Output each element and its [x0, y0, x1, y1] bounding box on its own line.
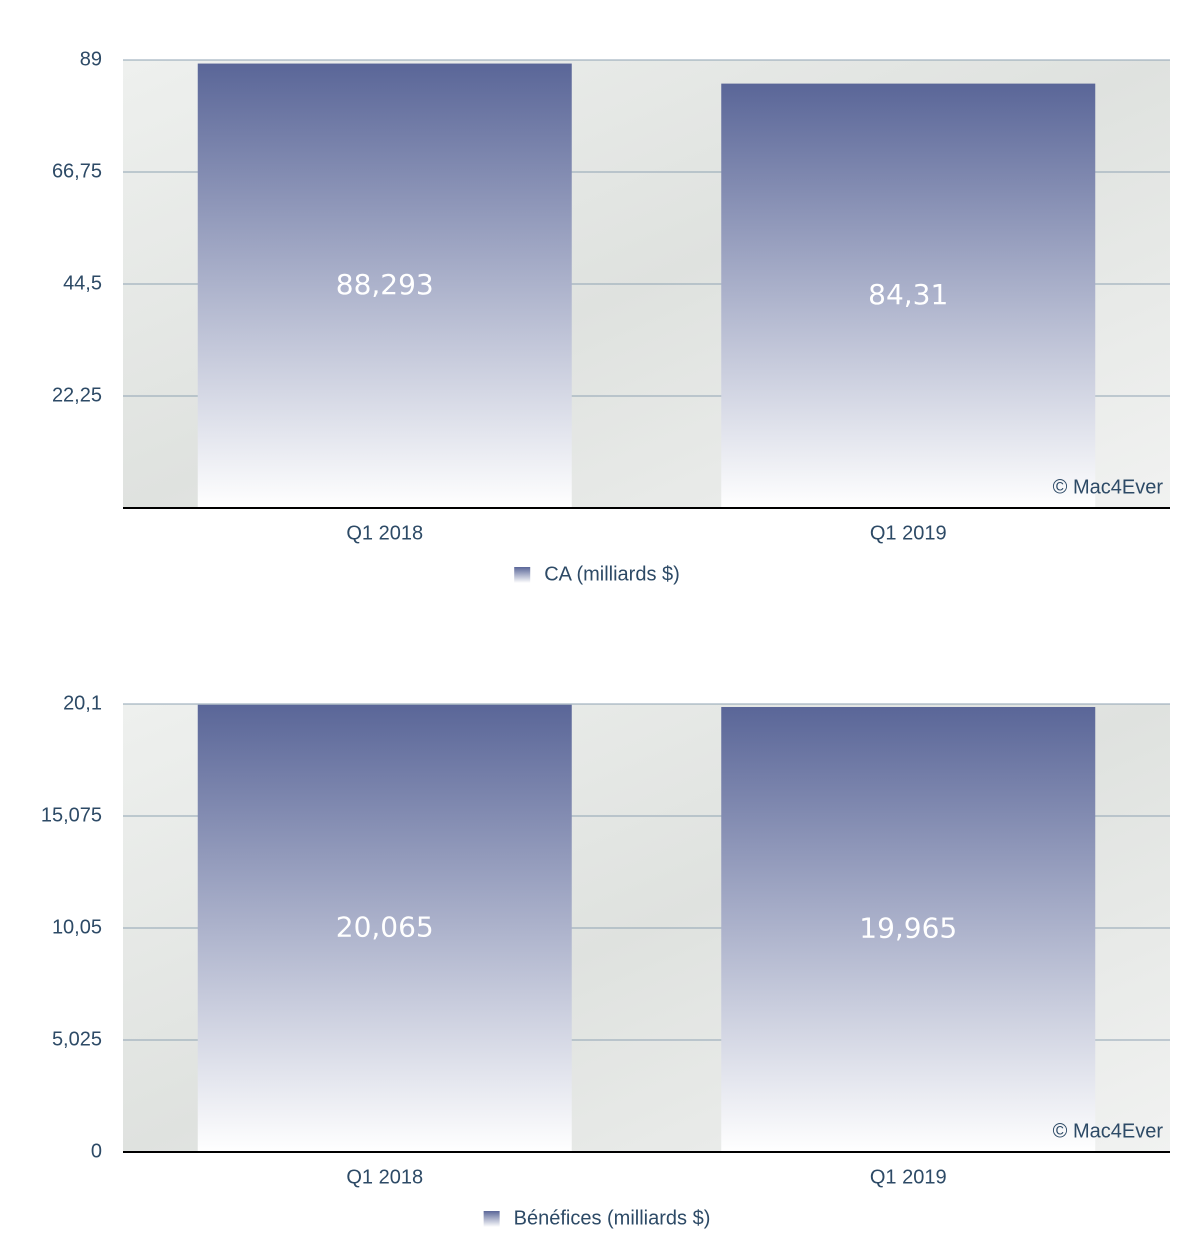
x-tick-label: Q1 2018: [346, 1166, 423, 1188]
legend-swatch: [514, 567, 531, 583]
y-tick-label: 22,25: [52, 384, 102, 406]
x-tick-label: Q1 2019: [870, 522, 947, 544]
y-tick-label: 66,75: [52, 160, 102, 182]
x-tick-label: Q1 2019: [870, 1166, 947, 1188]
watermark: © Mac4Ever: [1053, 476, 1164, 498]
y-tick-label: 15,075: [41, 804, 102, 826]
x-tick-label: Q1 2018: [346, 522, 423, 544]
y-tick-label: 5,025: [52, 1028, 102, 1050]
bar: [197, 63, 572, 508]
bar: [197, 704, 572, 1152]
value-label: 19,965: [859, 912, 957, 945]
y-tick-label: 89: [80, 48, 102, 70]
value-label: 20,065: [336, 910, 434, 943]
bar: [721, 707, 1096, 1152]
y-tick-label: 0: [91, 1140, 102, 1162]
y-tick-label: 44,5: [63, 272, 102, 294]
value-label: 88,293: [336, 268, 434, 301]
y-tick-label: 10,05: [52, 916, 102, 938]
y-tick-label: 20,1: [63, 692, 102, 714]
bar: [721, 83, 1096, 508]
watermark: © Mac4Ever: [1053, 1120, 1164, 1142]
legend-label: CA (milliards $): [544, 563, 680, 585]
legend-label: Bénéfices (milliards $): [514, 1207, 711, 1229]
value-label: 84,31: [868, 278, 948, 311]
legend-swatch: [483, 1211, 500, 1227]
